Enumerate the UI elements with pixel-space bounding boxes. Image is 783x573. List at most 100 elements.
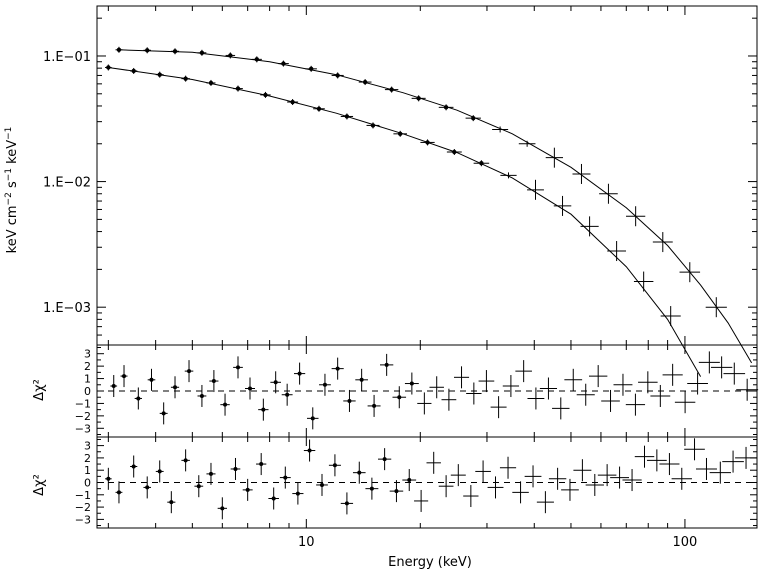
residual-point: [270, 371, 281, 394]
data-point: [518, 140, 536, 147]
residual-point: [307, 407, 319, 430]
residual-point: [674, 391, 696, 414]
residual-point: [475, 460, 491, 483]
data-point: [384, 86, 399, 93]
data-point: [492, 126, 509, 133]
residual-point: [143, 476, 151, 499]
residual-point: [539, 377, 558, 400]
data-point: [438, 104, 454, 111]
residual-point: [303, 439, 316, 462]
spectrum-frame: [96, 5, 758, 346]
residual-point: [463, 485, 479, 508]
residual-point: [585, 473, 604, 496]
residual-point: [294, 362, 306, 385]
y-tick-label: 1.E−03: [43, 301, 91, 316]
y-tick-label: −3: [75, 513, 91, 526]
residual-point: [414, 489, 429, 512]
residuals-2-y-label: Δχ²: [32, 474, 47, 496]
y-tick-label: 2: [84, 360, 91, 373]
residual-point: [552, 397, 570, 420]
data-point: [233, 85, 243, 92]
residual-point: [230, 457, 241, 480]
residual-point: [524, 465, 542, 488]
residual-point: [548, 467, 567, 490]
residual-point: [417, 392, 432, 415]
residual-point: [573, 459, 592, 482]
residual-point: [625, 393, 646, 416]
y-tick-label: 0: [84, 477, 91, 490]
data-point: [580, 216, 599, 237]
residual-point: [233, 356, 243, 379]
residual-point: [466, 382, 482, 405]
data-point: [155, 71, 164, 78]
residual-point: [170, 376, 180, 399]
data-point: [545, 147, 564, 168]
residual-point: [588, 365, 608, 388]
x-axis-label: Energy (keV): [388, 555, 472, 570]
data-point: [411, 95, 426, 102]
residual-point: [710, 356, 733, 379]
data-point: [446, 149, 462, 156]
residual-point: [115, 481, 123, 504]
residual-point: [147, 368, 156, 391]
data-point: [553, 195, 572, 216]
x-tick-label: 10: [298, 535, 315, 550]
residual-point: [105, 467, 112, 490]
data-point: [115, 46, 123, 53]
data-point: [251, 56, 262, 63]
data-point: [331, 72, 344, 79]
y-tick-label: 1: [84, 464, 91, 477]
data-point: [143, 47, 151, 54]
residual-point: [687, 372, 708, 395]
data-point: [679, 262, 701, 283]
residual-point: [242, 478, 253, 501]
residual-point: [564, 368, 583, 391]
residual-point: [487, 476, 504, 499]
residual-point: [194, 475, 204, 498]
data-point: [260, 91, 271, 98]
residual-point: [392, 386, 407, 409]
residual-point: [478, 370, 495, 393]
residual-point: [197, 384, 207, 407]
residual-point: [352, 461, 366, 484]
residual-point: [367, 394, 381, 417]
data-point: [473, 160, 490, 167]
residual-point: [316, 473, 328, 496]
residual-point: [646, 449, 667, 472]
y-tick-label: 0: [84, 385, 91, 398]
residual-point: [319, 373, 331, 396]
model-line-1: [118, 49, 753, 364]
y-tick-label: 1.E−02: [43, 176, 91, 191]
residual-point: [502, 375, 520, 398]
residual-point: [380, 353, 394, 376]
residuals-1-y-label: Δχ²: [32, 379, 47, 401]
residual-point: [613, 373, 633, 396]
y-tick-label: −2: [75, 410, 91, 423]
residual-point: [389, 480, 404, 503]
data-point: [660, 306, 681, 327]
residual-point: [576, 383, 595, 406]
residual-point: [281, 383, 293, 406]
residual-point: [159, 402, 168, 425]
residual-point: [268, 487, 279, 510]
y-tick-label: 1: [84, 373, 91, 386]
data-point: [340, 113, 354, 120]
model-line-2: [108, 67, 702, 377]
data-point: [626, 206, 646, 227]
data-point: [206, 79, 216, 86]
data-point: [420, 139, 435, 146]
residual-point: [441, 388, 457, 411]
residual-point: [722, 450, 744, 473]
data-point: [652, 232, 673, 253]
data-point: [197, 49, 207, 56]
y-tick-label: 3: [84, 348, 91, 361]
residual-point: [378, 448, 392, 471]
data-point: [599, 183, 618, 204]
residual-point: [184, 360, 194, 383]
residual-point: [527, 387, 545, 410]
y-tick-label: −1: [75, 489, 91, 502]
residual-point: [292, 482, 304, 505]
